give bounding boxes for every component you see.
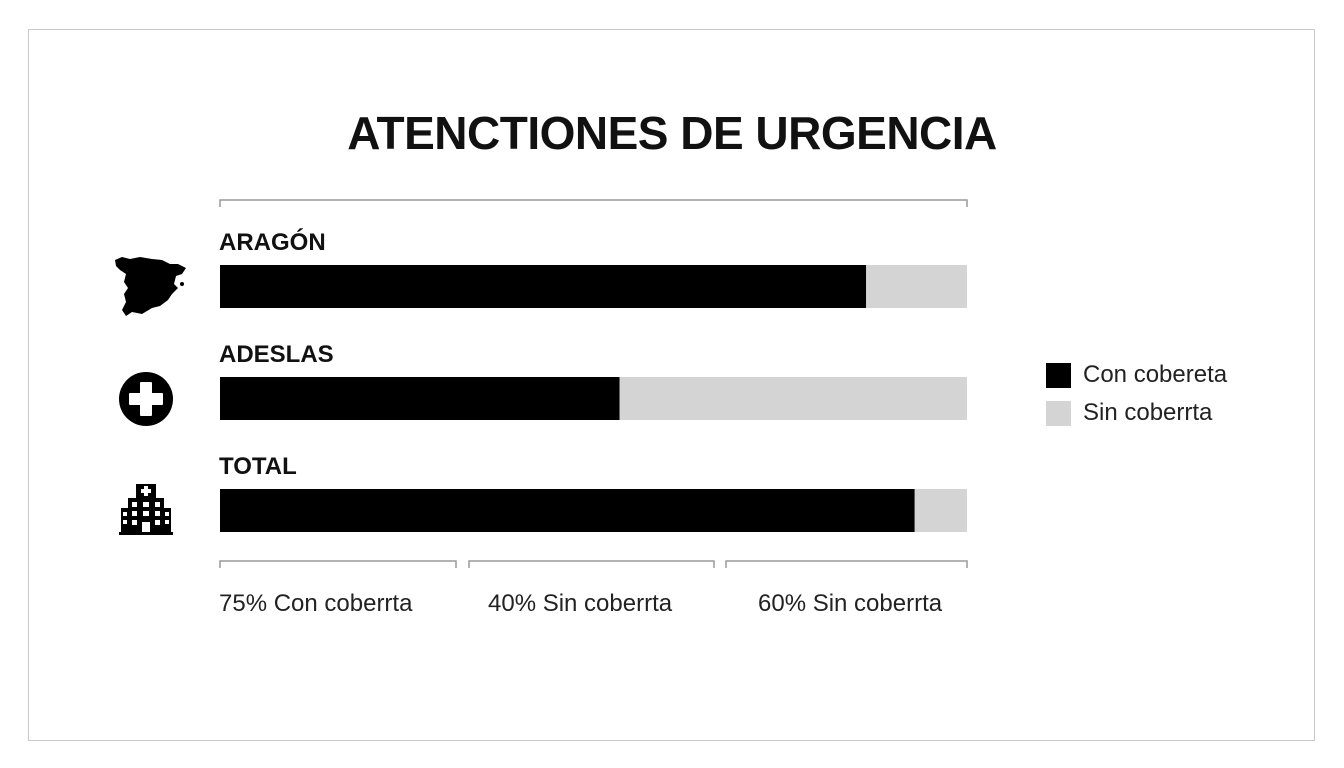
top-bracket-line <box>219 199 968 207</box>
legend-item-con-cobereta: Con cobereta <box>1046 361 1228 388</box>
bottom-bracket-1 <box>468 560 715 568</box>
bar-segment-con-0 <box>220 265 867 308</box>
legend-label-sin: Sin coberrta <box>1083 399 1213 426</box>
bar-segment-sin-1 <box>619 377 967 420</box>
bar-segment-con-2 <box>220 489 915 532</box>
category-label-aragon: ARAGÓN <box>219 229 326 256</box>
bar-segment-sin-0 <box>866 265 967 308</box>
spain-map-icon <box>115 257 186 316</box>
bottom-bracket-0 <box>219 560 457 568</box>
category-label-adeslas: ADESLAS <box>219 341 334 368</box>
chart-title: ATENCTIONES DE URGENCIA <box>347 107 997 159</box>
medical-cross-icon <box>119 372 173 426</box>
hospital-icon <box>119 484 173 535</box>
legend-item-sin-coberrta: Sin coberrta <box>1046 399 1213 426</box>
legend-swatch-con <box>1046 362 1071 388</box>
bar-segment-sin-2 <box>914 489 967 532</box>
annotation-label-2: 40% Sin coberrta <box>488 590 673 617</box>
annotation-label-1: 75% Con coberrta <box>219 590 413 617</box>
legend-swatch-sin <box>1046 400 1071 426</box>
bar-segment-con-1 <box>220 377 620 420</box>
annotation-label-3: 60% Sin coberrta <box>758 590 943 617</box>
category-label-total: TOTAL <box>219 453 297 480</box>
bottom-bracket-2 <box>725 560 968 568</box>
legend-label-con: Con cobereta <box>1083 361 1228 388</box>
